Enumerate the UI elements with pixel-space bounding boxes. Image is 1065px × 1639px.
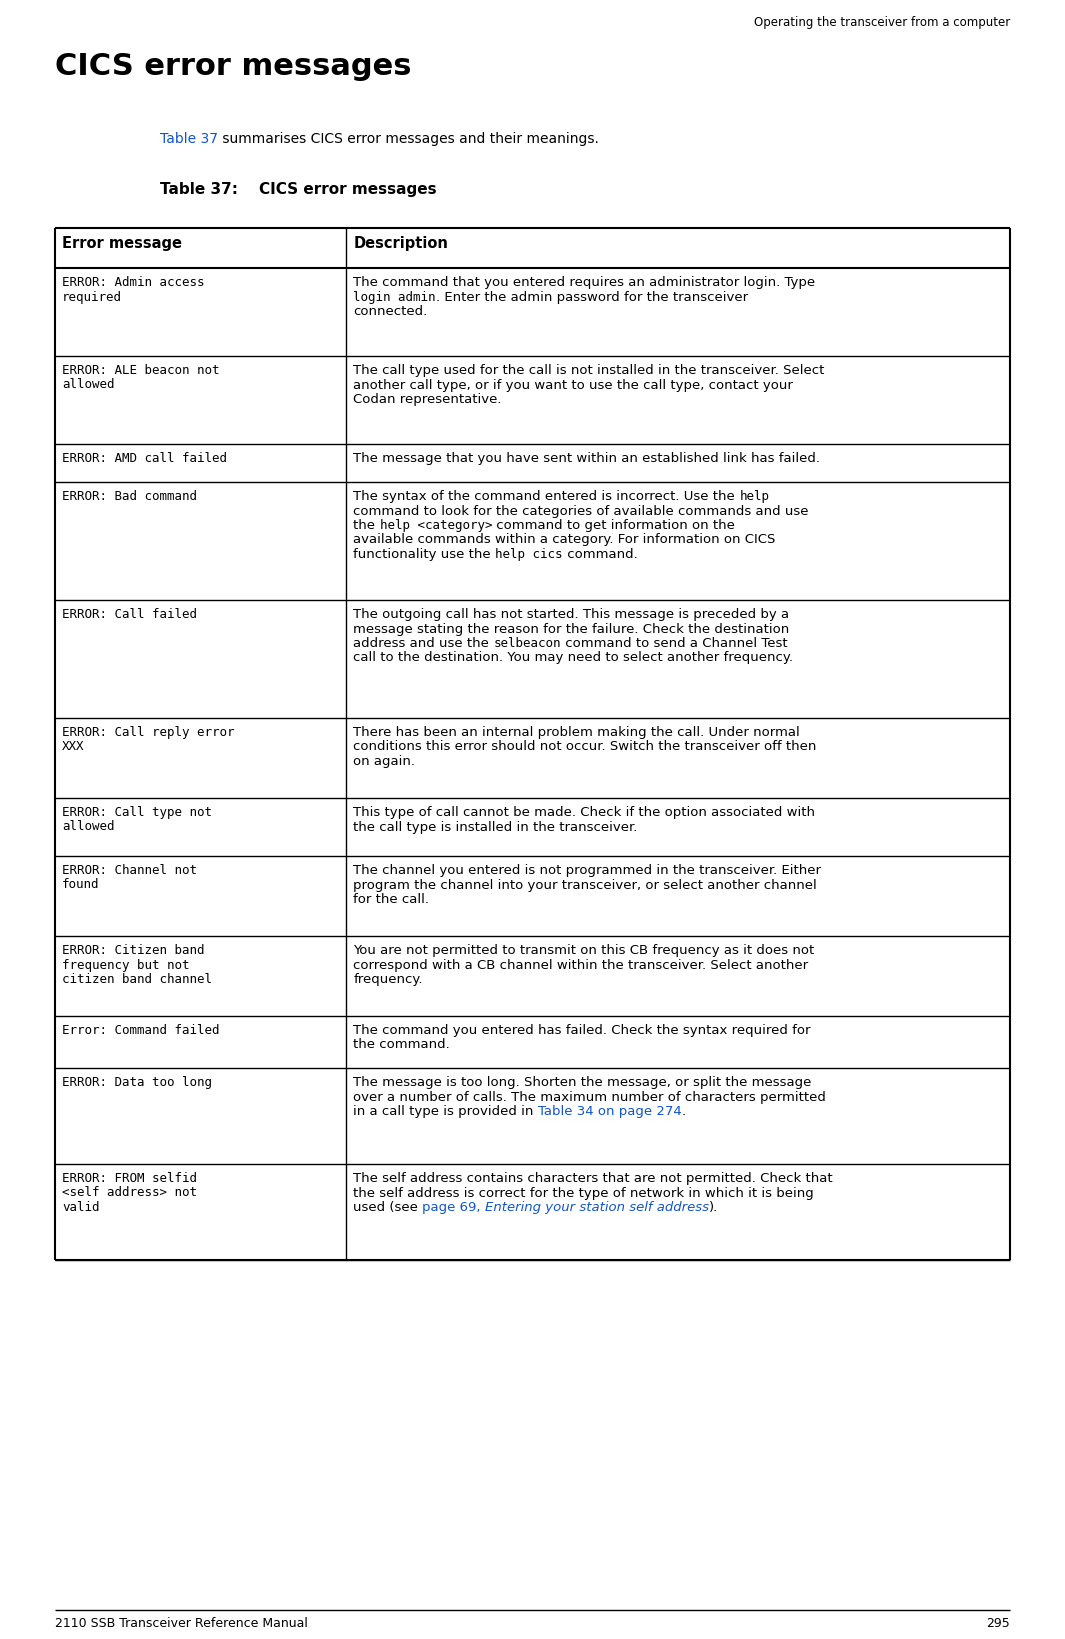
Text: command to send a Channel Test: command to send a Channel Test: [561, 638, 787, 651]
Text: The syntax of the command entered is incorrect. Use the: The syntax of the command entered is inc…: [354, 490, 739, 503]
Text: 295: 295: [986, 1618, 1010, 1631]
Text: The command that you entered requires an administrator login. Type: The command that you entered requires an…: [354, 275, 820, 288]
Text: the call type is installed in the transceiver.: the call type is installed in the transc…: [354, 821, 638, 834]
Text: Table 34 on page 274: Table 34 on page 274: [538, 1105, 682, 1118]
Text: summarises CICS error messages and their meanings.: summarises CICS error messages and their…: [218, 133, 599, 146]
Text: The self address contains characters that are not permitted. Check that: The self address contains characters tha…: [354, 1172, 833, 1185]
Text: functionality use the: functionality use the: [354, 547, 495, 561]
Text: used (see: used (see: [354, 1201, 423, 1214]
Text: on again.: on again.: [354, 756, 415, 769]
Text: ERROR: Bad command: ERROR: Bad command: [62, 490, 197, 503]
Text: in a call type is provided in: in a call type is provided in: [354, 1105, 538, 1118]
Text: help <category>: help <category>: [379, 520, 492, 533]
Text: Entering your station self address: Entering your station self address: [486, 1201, 709, 1214]
Text: Error: Command failed: Error: Command failed: [62, 1024, 219, 1037]
Text: over a number of calls. The maximum number of characters permitted: over a number of calls. The maximum numb…: [354, 1090, 826, 1103]
Text: ERROR: Admin access: ERROR: Admin access: [62, 275, 204, 288]
Text: command.: command.: [562, 547, 637, 561]
Text: ).: ).: [709, 1201, 719, 1214]
Text: The command you entered has failed. Check the syntax required for: The command you entered has failed. Chec…: [354, 1024, 810, 1037]
Text: citizen band channel: citizen band channel: [62, 974, 212, 987]
Text: frequency but not: frequency but not: [62, 959, 190, 972]
Text: the command.: the command.: [354, 1039, 450, 1052]
Text: valid: valid: [62, 1201, 99, 1214]
Text: allowed: allowed: [62, 379, 115, 392]
Text: <self address> not: <self address> not: [62, 1187, 197, 1200]
Text: Table 37:    CICS error messages: Table 37: CICS error messages: [160, 182, 437, 197]
Text: correspond with a CB channel within the transceiver. Select another: correspond with a CB channel within the …: [354, 959, 808, 972]
Text: for the call.: for the call.: [354, 893, 429, 906]
Text: CICS error messages: CICS error messages: [55, 52, 411, 80]
Text: Table 37: Table 37: [160, 133, 218, 146]
Text: ERROR: FROM selfid: ERROR: FROM selfid: [62, 1172, 197, 1185]
Text: The message is too long. Shorten the message, or split the message: The message is too long. Shorten the mes…: [354, 1075, 812, 1088]
Text: required: required: [62, 290, 122, 303]
Text: page 69,: page 69,: [423, 1201, 486, 1214]
Text: .: .: [682, 1105, 686, 1118]
Text: help: help: [739, 490, 769, 503]
Text: This type of call cannot be made. Check if the option associated with: This type of call cannot be made. Check …: [354, 806, 816, 820]
Text: There has been an internal problem making the call. Under normal: There has been an internal problem makin…: [354, 726, 800, 739]
Text: The call type used for the call is not installed in the transceiver. Select: The call type used for the call is not i…: [354, 364, 824, 377]
Text: selbeacon: selbeacon: [493, 638, 561, 651]
Text: command to look for the categories of available commands and use: command to look for the categories of av…: [354, 505, 808, 518]
Text: available commands within a category. For information on CICS: available commands within a category. Fo…: [354, 534, 775, 546]
Text: message stating the reason for the failure. Check the destination: message stating the reason for the failu…: [354, 623, 789, 636]
Text: The outgoing call has not started. This message is preceded by a: The outgoing call has not started. This …: [354, 608, 789, 621]
Text: help cics: help cics: [495, 547, 562, 561]
Text: You are not permitted to transmit on this CB frequency as it does not: You are not permitted to transmit on thi…: [354, 944, 815, 957]
Text: 2110 SSB Transceiver Reference Manual: 2110 SSB Transceiver Reference Manual: [55, 1618, 308, 1631]
Text: found: found: [62, 879, 99, 892]
Text: ERROR: Channel not: ERROR: Channel not: [62, 864, 197, 877]
Text: call to the destination. You may need to select another frequency.: call to the destination. You may need to…: [354, 651, 793, 664]
Text: allowed: allowed: [62, 821, 115, 834]
Text: XXX: XXX: [62, 741, 84, 754]
Text: Codan representative.: Codan representative.: [354, 393, 502, 406]
Text: program the channel into your transceiver, or select another channel: program the channel into your transceive…: [354, 879, 817, 892]
Text: the self address is correct for the type of network in which it is being: the self address is correct for the type…: [354, 1187, 814, 1200]
Text: ERROR: Call failed: ERROR: Call failed: [62, 608, 197, 621]
Text: Error message: Error message: [62, 236, 182, 251]
Text: The channel you entered is not programmed in the transceiver. Either: The channel you entered is not programme…: [354, 864, 821, 877]
Text: address and use the: address and use the: [354, 638, 493, 651]
Text: conditions this error should not occur. Switch the transceiver off then: conditions this error should not occur. …: [354, 741, 817, 754]
Text: Description: Description: [354, 236, 448, 251]
Text: ERROR: ALE beacon not: ERROR: ALE beacon not: [62, 364, 219, 377]
Text: connected.: connected.: [354, 305, 427, 318]
Text: The message that you have sent within an established link has failed.: The message that you have sent within an…: [354, 452, 820, 465]
Text: the: the: [354, 520, 379, 533]
Text: command to get information on the: command to get information on the: [492, 520, 735, 533]
Text: another call type, or if you want to use the call type, contact your: another call type, or if you want to use…: [354, 379, 793, 392]
Text: . Enter the admin password for the transceiver: . Enter the admin password for the trans…: [436, 290, 748, 303]
Text: ERROR: Citizen band: ERROR: Citizen band: [62, 944, 204, 957]
Text: login admin: login admin: [354, 290, 436, 303]
Text: ERROR: Call type not: ERROR: Call type not: [62, 806, 212, 820]
Text: ERROR: Call reply error: ERROR: Call reply error: [62, 726, 234, 739]
Text: Operating the transceiver from a computer: Operating the transceiver from a compute…: [754, 16, 1010, 30]
Text: ERROR: Data too long: ERROR: Data too long: [62, 1075, 212, 1088]
Text: frequency.: frequency.: [354, 974, 423, 987]
Text: ERROR: AMD call failed: ERROR: AMD call failed: [62, 452, 227, 465]
